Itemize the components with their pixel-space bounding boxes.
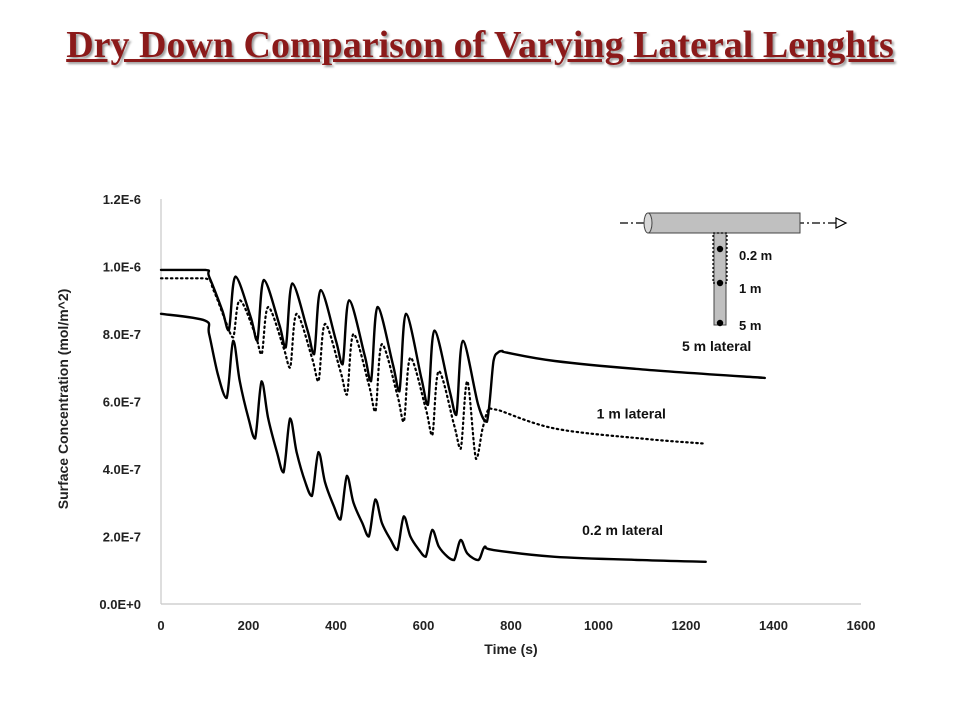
probe-point-0-2m xyxy=(716,245,724,253)
flow-arrow-icon xyxy=(835,217,848,229)
main-pipe-end xyxy=(643,212,653,234)
slide-title: Dry Down Comparison of Varying Lateral L… xyxy=(66,24,894,66)
x-tick-label: 200 xyxy=(238,618,260,633)
x-tick-label: 400 xyxy=(325,618,347,633)
lateral-pipe-inset: 0.2 m 1 m 5 m xyxy=(620,212,848,333)
series-annotation-label: 0.2 m lateral xyxy=(582,522,663,538)
y-tick-label: 0.0E+0 xyxy=(99,597,141,612)
x-tick-label: 1200 xyxy=(672,618,701,633)
series-annotations: 5 m lateral 1 m lateral 0.2 m lateral xyxy=(582,338,751,538)
series-line-1-m-lateral xyxy=(159,277,707,460)
inset-label-1m: 1 m xyxy=(739,281,761,296)
x-tick-label: 800 xyxy=(500,618,522,633)
x-tick-label: 600 xyxy=(413,618,435,633)
y-tick-label: 1.2E-6 xyxy=(103,192,141,207)
tick-labels: 0 200 400 600 800 1000 1200 1400 1600 0.0E+0 2.0E-… xyxy=(99,192,875,633)
series-annotation-label: 1 m lateral xyxy=(597,405,666,421)
x-tick-label: 0 xyxy=(157,618,164,633)
inset-label-5m: 5 m xyxy=(739,318,761,333)
x-tick-label: 1000 xyxy=(584,618,613,633)
y-tick-label: 1.0E-6 xyxy=(103,260,141,275)
probe-point-5m xyxy=(716,319,724,327)
axes xyxy=(160,199,861,605)
x-axis-title: Time (s) xyxy=(484,641,537,657)
main-pipe xyxy=(647,212,801,234)
y-tick-label: 2.0E-7 xyxy=(103,530,141,545)
series-lines xyxy=(159,268,766,563)
probe-point-1m xyxy=(716,279,724,287)
inset-label-0-2m: 0.2 m xyxy=(739,248,772,263)
y-tick-label: 6.0E-7 xyxy=(103,395,141,410)
series-line-0-2-m-lateral xyxy=(159,312,707,563)
x-tick-label: 1400 xyxy=(759,618,788,633)
y-tick-label: 4.0E-7 xyxy=(103,462,141,477)
x-tick-label: 1600 xyxy=(847,618,876,633)
series-line-5-m-lateral xyxy=(159,268,766,423)
series-annotation-label: 5 m lateral xyxy=(682,338,751,354)
y-tick-label: 8.0E-7 xyxy=(103,327,141,342)
y-axis-title: Surface Concentration (mol/m^2) xyxy=(55,289,71,510)
